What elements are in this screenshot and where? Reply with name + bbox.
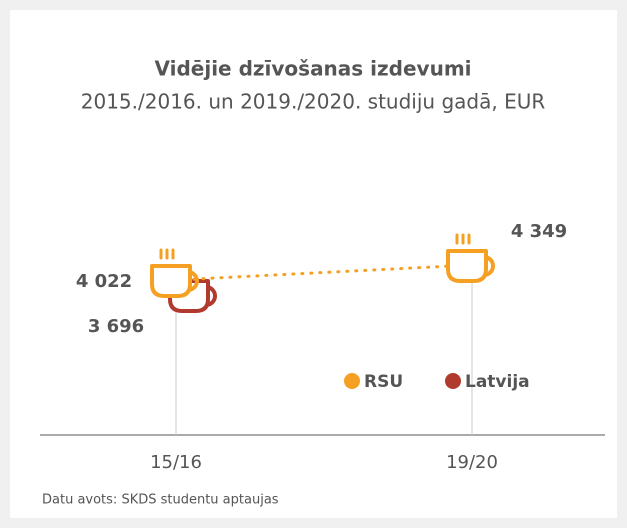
chart-subtitle: 2015./2016. un 2019./2020. studiju gadā,… [81, 90, 546, 114]
cup [150, 263, 199, 298]
data-label: 4 349 [511, 221, 567, 242]
legend-label: Latvija [465, 372, 530, 392]
legend-marker [445, 373, 461, 389]
cup-body [150, 263, 192, 298]
legend-label: RSU [364, 372, 403, 392]
x-tick-label: 19/20 [446, 452, 498, 473]
panel [10, 10, 617, 518]
data-label: 4 022 [76, 271, 132, 292]
cup-body [446, 248, 488, 283]
data-label: 3 696 [88, 316, 144, 337]
x-tick-label: 15/16 [150, 452, 202, 473]
source: Datu avots: SKDS studentu aptaujas [42, 493, 279, 508]
legend-marker [344, 373, 360, 389]
cup [446, 248, 495, 283]
chart-title: Vidējie dzīvošanas izdevumi [154, 57, 471, 81]
